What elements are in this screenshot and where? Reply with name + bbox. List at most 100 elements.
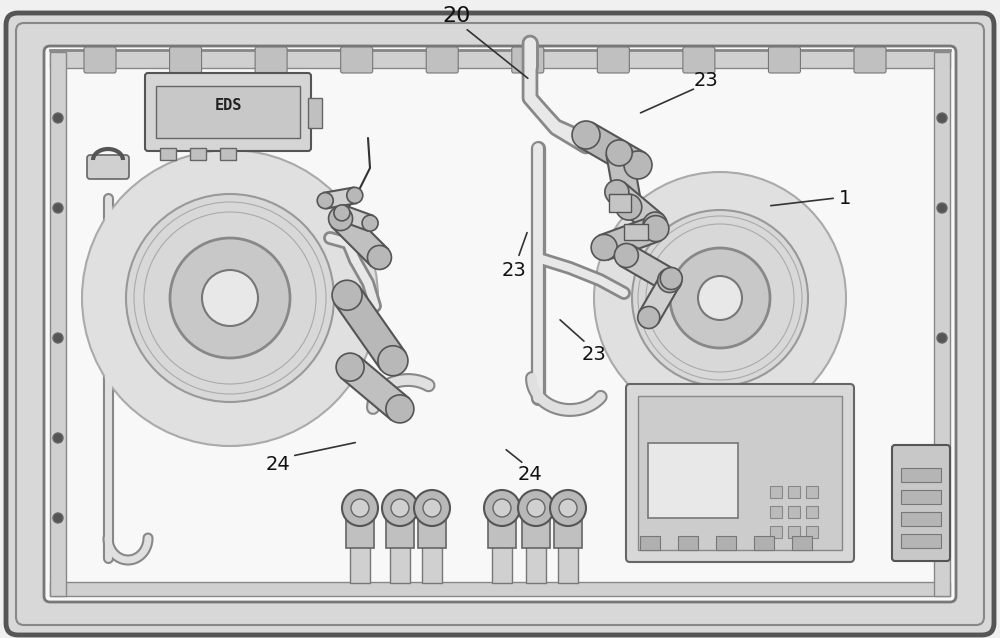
Bar [308, 98, 322, 128]
Text: 23: 23 [582, 345, 606, 364]
Circle shape [484, 490, 520, 526]
Polygon shape [332, 210, 388, 266]
Circle shape [53, 113, 63, 123]
Circle shape [317, 193, 333, 209]
Polygon shape [620, 245, 676, 291]
FancyBboxPatch shape [255, 47, 287, 73]
Circle shape [550, 490, 586, 526]
Bar [50, 52, 66, 596]
Bar [526, 503, 546, 583]
Circle shape [572, 121, 600, 149]
Bar [609, 194, 631, 212]
FancyBboxPatch shape [626, 384, 854, 562]
Bar [418, 513, 446, 548]
Circle shape [82, 150, 378, 446]
Circle shape [202, 270, 258, 326]
Bar [648, 443, 738, 518]
Bar [770, 526, 782, 538]
Circle shape [643, 212, 667, 236]
Polygon shape [341, 357, 409, 420]
Bar [50, 50, 950, 68]
Text: 23: 23 [694, 71, 718, 89]
FancyBboxPatch shape [854, 47, 886, 73]
Circle shape [624, 151, 652, 179]
Circle shape [334, 205, 350, 221]
Bar [716, 536, 736, 550]
Circle shape [527, 499, 545, 517]
Circle shape [53, 433, 63, 443]
FancyBboxPatch shape [512, 47, 544, 73]
Bar [386, 513, 414, 548]
Bar [522, 513, 550, 548]
Circle shape [336, 353, 364, 381]
Bar [640, 536, 660, 550]
FancyBboxPatch shape [341, 47, 373, 73]
Bar [492, 503, 512, 583]
Bar [901, 512, 941, 526]
Bar [156, 86, 300, 138]
Bar [806, 486, 818, 498]
Circle shape [937, 113, 947, 123]
Text: 23: 23 [502, 260, 526, 279]
Circle shape [614, 244, 638, 267]
Circle shape [518, 490, 554, 526]
Circle shape [342, 490, 378, 526]
Bar [346, 513, 374, 548]
Circle shape [382, 490, 418, 526]
Bar [488, 513, 516, 548]
Circle shape [126, 194, 334, 402]
Polygon shape [606, 151, 642, 209]
Bar [901, 468, 941, 482]
Circle shape [937, 333, 947, 343]
Circle shape [351, 499, 369, 517]
Bar [788, 526, 800, 538]
FancyBboxPatch shape [892, 445, 950, 561]
FancyBboxPatch shape [426, 47, 458, 73]
Circle shape [53, 513, 63, 523]
Bar [558, 503, 578, 583]
Circle shape [660, 267, 682, 290]
Circle shape [670, 248, 770, 348]
Bar [50, 582, 950, 596]
FancyBboxPatch shape [6, 13, 994, 635]
FancyBboxPatch shape [84, 47, 116, 73]
Circle shape [559, 499, 577, 517]
Bar [806, 506, 818, 518]
Circle shape [594, 172, 846, 424]
Circle shape [937, 203, 947, 213]
Bar [638, 396, 842, 550]
Circle shape [347, 188, 363, 204]
FancyBboxPatch shape [87, 155, 129, 179]
Polygon shape [335, 286, 405, 369]
Circle shape [362, 215, 378, 231]
Bar [788, 506, 800, 518]
FancyBboxPatch shape [683, 47, 715, 73]
Polygon shape [639, 273, 681, 323]
Text: EDS: EDS [214, 98, 242, 114]
Circle shape [606, 140, 632, 166]
Bar [624, 224, 648, 240]
FancyBboxPatch shape [597, 47, 629, 73]
Circle shape [591, 234, 617, 260]
Circle shape [386, 395, 414, 423]
FancyBboxPatch shape [768, 47, 800, 73]
Polygon shape [579, 123, 645, 177]
Bar [901, 534, 941, 548]
Text: 1: 1 [839, 188, 851, 207]
Bar [770, 506, 782, 518]
Bar [220, 148, 236, 160]
Bar [792, 536, 812, 550]
FancyBboxPatch shape [170, 47, 202, 73]
Bar [554, 513, 582, 548]
Circle shape [616, 194, 642, 220]
Circle shape [632, 210, 808, 386]
Circle shape [658, 269, 682, 292]
Bar [350, 503, 370, 583]
Circle shape [378, 346, 408, 376]
Circle shape [391, 499, 409, 517]
Text: 24: 24 [518, 464, 542, 484]
Text: 20: 20 [443, 6, 471, 26]
Circle shape [367, 246, 391, 269]
Bar [422, 503, 442, 583]
Polygon shape [600, 216, 660, 260]
